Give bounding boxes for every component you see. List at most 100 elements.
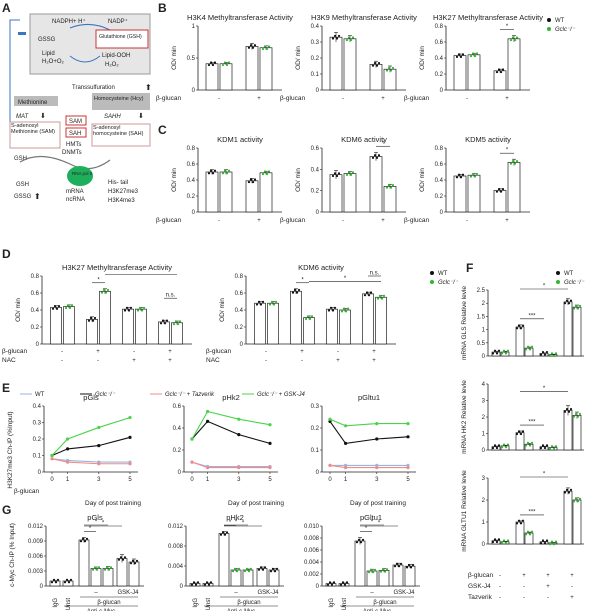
data-point [68, 306, 72, 310]
panel-f-sign: - [571, 584, 573, 590]
data-point [121, 558, 125, 561]
y-tick-label: 0 [316, 470, 320, 476]
data-point [127, 309, 131, 312]
data-point [253, 178, 257, 181]
series-line [51, 436, 131, 457]
bar [362, 293, 374, 345]
bar [572, 415, 582, 451]
y-tick-label: 0.010 [304, 524, 320, 530]
anti-cmyc-label: Anti-c-Myc [227, 609, 255, 611]
bglucan-sign: + [300, 349, 304, 355]
data-point [371, 64, 375, 67]
data-point [545, 444, 549, 447]
data-point [469, 175, 473, 178]
data-point [385, 69, 389, 72]
data-point [515, 522, 519, 525]
data-point [526, 441, 530, 445]
bglucan-sign: - [337, 349, 339, 355]
chart-title: pGltu1 [358, 393, 380, 402]
bglucan-label: β-glucan [280, 217, 305, 224]
data-point [219, 533, 223, 536]
legend-gclc-marker [556, 280, 560, 284]
data-point [574, 412, 578, 416]
panel-f-sign: - [499, 584, 501, 590]
data-point [563, 410, 567, 413]
up-arrow-icon: ⬆ [34, 192, 41, 201]
data-point [207, 172, 211, 175]
chart-title: H3K27 Methyltransferase Activity [62, 263, 172, 272]
data-point [550, 352, 554, 355]
y-axis-label: OD/ min [295, 46, 302, 70]
data-point [497, 349, 501, 352]
data-point [209, 581, 213, 584]
data-point [347, 171, 351, 174]
y-tick-label: 0.004 [304, 560, 320, 566]
data-point [247, 180, 251, 184]
series-point [50, 457, 54, 461]
data-point [331, 309, 335, 312]
data-point [511, 160, 515, 163]
x-tick-label: 5 [406, 477, 410, 483]
data-point [357, 538, 361, 541]
series-point [206, 419, 210, 423]
bar [467, 174, 481, 213]
data-point [308, 317, 312, 321]
sah-box [91, 123, 151, 147]
data-point [565, 488, 569, 491]
lipid-arrow [69, 55, 101, 63]
bar [369, 64, 383, 91]
data-point [159, 322, 163, 325]
y-tick-label: 2 [482, 301, 486, 307]
bar [63, 306, 75, 345]
data-point [455, 176, 459, 179]
chart-title: pHk2 [222, 393, 240, 402]
chart-title: pGls [87, 513, 103, 522]
data-point [67, 581, 71, 584]
data-point [340, 310, 344, 313]
lipid-ooh-label: Lipid-OOH [102, 53, 130, 59]
chart-title: KDM5 activity [465, 135, 511, 144]
data-point [190, 583, 194, 586]
series-point [190, 460, 194, 464]
data-point [106, 288, 110, 292]
y-tick-label: 0.8 [187, 146, 196, 152]
bar [343, 173, 357, 213]
gsh-top-label: GSH [14, 156, 27, 162]
data-point [515, 432, 519, 436]
bar [122, 308, 134, 345]
data-point [344, 310, 348, 313]
data-point [261, 47, 265, 51]
data-point [211, 63, 215, 67]
series-point [97, 425, 101, 430]
data-point [395, 562, 399, 565]
bar [86, 319, 98, 345]
legend-f: WT Gclc⁻/⁻ [556, 271, 585, 286]
data-point [207, 63, 211, 67]
series-point [97, 444, 101, 448]
y-tick-label: 0.4 [311, 167, 320, 173]
series-line [329, 421, 409, 444]
data-point [375, 64, 379, 67]
bglucan-label: β-glucan [206, 348, 231, 355]
data-point [517, 324, 521, 327]
nac-label: NAC [206, 357, 220, 364]
data-point [102, 288, 106, 292]
data-point [461, 173, 465, 176]
data-point [548, 543, 552, 546]
y-tick-label: 0.4 [435, 56, 444, 62]
data-point [361, 538, 365, 541]
data-point [249, 178, 253, 181]
y-tick-label: 4 [482, 382, 486, 388]
data-point [172, 323, 176, 326]
bglucan-label: β-glucan [2, 348, 27, 355]
y-axis-label: mRNA HK2 Relative levle [461, 380, 468, 454]
nac-sign: + [132, 358, 136, 364]
bar [515, 432, 525, 451]
legend-wt-marker [556, 271, 560, 275]
data-point [274, 300, 278, 303]
data-point [387, 66, 391, 70]
minus-label: – [234, 590, 238, 596]
data-point [253, 44, 257, 47]
data-point [554, 445, 558, 448]
bar [135, 308, 147, 345]
